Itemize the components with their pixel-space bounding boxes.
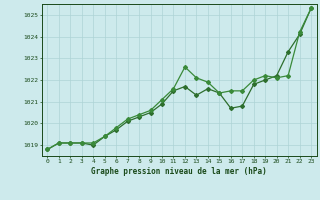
X-axis label: Graphe pression niveau de la mer (hPa): Graphe pression niveau de la mer (hPa) [91,167,267,176]
